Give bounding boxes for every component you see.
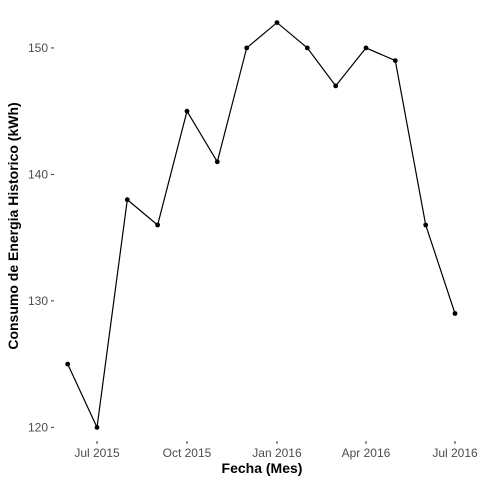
x-tick-label: Jul 2015: [74, 446, 120, 460]
y-axis: 120 130 140 150: [28, 41, 54, 434]
data-point: [333, 83, 339, 89]
data-point: [452, 311, 458, 316]
x-axis-title: Fecha (Mes): [222, 460, 303, 476]
y-tick-label: 120: [28, 420, 48, 434]
data-point: [184, 108, 190, 114]
plot-area: [65, 20, 458, 430]
x-axis: Jul 2015 Oct 2015 Jan 2016 Apr 2016 Jul 2016: [74, 441, 478, 460]
series-points: [65, 20, 458, 430]
data-point: [423, 222, 429, 228]
data-point: [363, 45, 369, 51]
x-tick-label: Jul 2016: [432, 446, 478, 460]
series-line: [67, 21, 456, 430]
x-tick-label: Apr 2016: [342, 446, 391, 460]
x-tick-label: Jan 2016: [252, 446, 302, 460]
data-point: [94, 425, 100, 430]
y-tick-label: 140: [28, 167, 48, 181]
y-axis-title: Consumo de Energia Historico (kWh): [5, 102, 21, 349]
data-point: [392, 58, 398, 63]
y-tick-label: 150: [28, 41, 48, 55]
y-tick-label: 130: [28, 294, 48, 308]
data-point: [274, 20, 280, 25]
x-tick-label: Oct 2015: [163, 446, 212, 460]
data-point: [244, 45, 250, 51]
data-point: [65, 361, 71, 367]
data-point: [155, 222, 161, 228]
data-point: [304, 45, 310, 51]
data-point: [124, 197, 130, 203]
data-point: [214, 159, 220, 165]
